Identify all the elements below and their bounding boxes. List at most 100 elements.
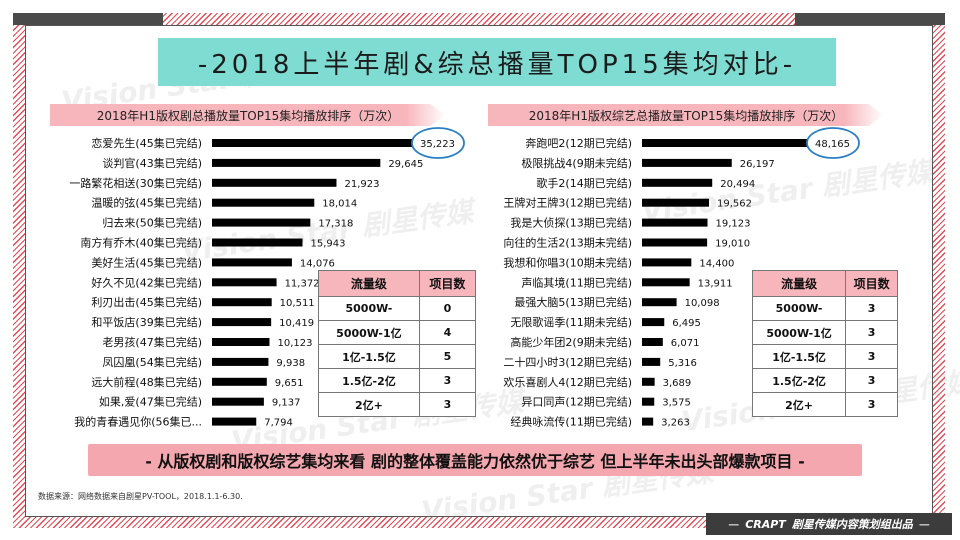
drama-value-label: 21,923 bbox=[344, 179, 379, 190]
drama-bar bbox=[212, 298, 272, 307]
variety-highlight-circle bbox=[806, 127, 860, 159]
footer-text: 剧星传媒内容策划组出品 bbox=[791, 518, 913, 531]
drama-value-label: 35,223 bbox=[420, 139, 455, 150]
variety-bar bbox=[642, 397, 655, 406]
drama-chart-header: 2018年H1版权剧总播放量TOP15集均播放排序（万次） bbox=[50, 104, 446, 126]
drama-bar bbox=[212, 218, 311, 227]
table-header-tier: 流量级 bbox=[751, 270, 847, 297]
drama-bar bbox=[212, 158, 381, 167]
drama-category-label: 南方有乔木(40集已完结) bbox=[80, 236, 202, 250]
drama-category-label: 美好生活(45集已完结) bbox=[91, 255, 202, 269]
drama-bar bbox=[212, 377, 267, 386]
table-row: 1亿-1.5亿 5 bbox=[318, 344, 477, 369]
variety-category-label: 我想和你唱3(10期未完结) bbox=[503, 255, 632, 269]
variety-bar bbox=[642, 139, 807, 147]
drama-category-label: 谈判官(43集已完结) bbox=[102, 156, 202, 170]
variety-tier-table: 流量级 项目数 5000W- 3 5000W-1亿 3 1亿-1.5亿 3 1.5亿-… bbox=[751, 270, 898, 417]
tier-cell: 5000W-1亿 bbox=[318, 320, 420, 345]
drama-value-label: 7,794 bbox=[264, 418, 293, 429]
tier-cell: 2亿+ bbox=[751, 392, 847, 417]
top-left-corner-bar bbox=[13, 13, 163, 25]
variety-category-label: 异口同声(12期已完结) bbox=[521, 395, 632, 409]
variety-bar bbox=[642, 198, 710, 207]
data-source-note: 数据来源：网络数据来自剧星PV-TOOL，2018.1.1-6.30. bbox=[38, 492, 243, 501]
drama-bar bbox=[212, 198, 315, 207]
tier-cell: 5000W- bbox=[751, 296, 847, 321]
drama-category-label: 归去来(50集已完结) bbox=[102, 216, 202, 230]
variety-bar bbox=[642, 238, 708, 247]
drama-bar bbox=[212, 338, 270, 346]
variety-bar bbox=[642, 298, 677, 307]
count-cell: 3 bbox=[845, 296, 898, 321]
drama-value-label: 14,076 bbox=[300, 258, 335, 269]
variety-category-label: 声临其境(11期已完结) bbox=[521, 275, 632, 289]
drama-category-label: 一路繁花相送(30集已完结) bbox=[69, 176, 202, 190]
footer-brand-bar: — CRAPT 剧星传媒内容策划组出品 — bbox=[706, 513, 952, 535]
drama-value-label: 9,938 bbox=[276, 358, 305, 369]
count-cell: 3 bbox=[845, 344, 898, 369]
variety-category-label: 二十四小时3(12期已完结) bbox=[503, 355, 632, 369]
conclusion-banner: - 从版权剧和版权综艺集均来看 剧的整体覆盖能力依然优于综艺 但上半年未出头部爆… bbox=[88, 444, 862, 476]
variety-value-label: 13,911 bbox=[698, 278, 733, 289]
table-header-count: 项目数 bbox=[418, 270, 477, 297]
drama-tier-table: 流量级 项目数 5000W- 0 5000W-1亿 4 1亿-1.5亿 5 1.5亿-… bbox=[318, 270, 477, 417]
drama-bar bbox=[212, 139, 412, 147]
variety-value-label: 3,575 bbox=[662, 398, 691, 409]
variety-bar bbox=[642, 218, 708, 227]
variety-category-label: 歌手2(14期已完结) bbox=[536, 176, 632, 190]
count-cell: 3 bbox=[418, 368, 477, 393]
table-row: 1亿-1.5亿 3 bbox=[751, 344, 898, 369]
drama-value-label: 29,645 bbox=[388, 159, 423, 170]
table-row: 5000W-1亿 4 bbox=[318, 320, 477, 345]
variety-category-label: 高能少年团2(9期未完结) bbox=[510, 335, 632, 349]
variety-category-label: 奔跑吧2(12期已完结) bbox=[525, 136, 632, 150]
variety-category-label: 无限歌谣季(11期未完结) bbox=[510, 315, 632, 329]
table-row: 1.5亿-2亿 3 bbox=[751, 368, 898, 393]
drama-bar bbox=[212, 278, 277, 287]
variety-bar bbox=[642, 377, 655, 386]
variety-value-label: 3,263 bbox=[661, 418, 690, 429]
count-cell: 0 bbox=[418, 296, 477, 321]
tier-cell: 1.5亿-2亿 bbox=[318, 368, 420, 393]
tier-cell: 5000W-1亿 bbox=[751, 320, 847, 345]
variety-value-label: 26,197 bbox=[740, 159, 775, 170]
variety-bar bbox=[642, 338, 663, 346]
variety-value-label: 14,400 bbox=[699, 258, 734, 269]
top-right-corner-bar bbox=[795, 13, 945, 25]
tier-cell: 1亿-1.5亿 bbox=[318, 344, 420, 369]
count-cell: 5 bbox=[418, 344, 477, 369]
drama-value-label: 11,372 bbox=[285, 278, 320, 289]
brand-logo: CRAPT bbox=[745, 517, 786, 531]
variety-value-label: 48,165 bbox=[815, 139, 850, 150]
variety-value-label: 5,316 bbox=[668, 358, 697, 369]
drama-value-label: 15,943 bbox=[311, 239, 346, 250]
drama-bar bbox=[212, 357, 269, 366]
variety-chart-header: 2018年H1版权综艺总播放量TOP15集均播放排序（万次） bbox=[488, 104, 884, 126]
count-cell: 3 bbox=[845, 392, 898, 417]
variety-bar bbox=[642, 178, 713, 187]
variety-category-label: 欢乐喜剧人4(12期已完结) bbox=[503, 375, 632, 389]
variety-category-label: 我是大侦探(13期已完结) bbox=[510, 216, 632, 230]
variety-value-label: 20,494 bbox=[720, 179, 755, 190]
drama-value-label: 10,123 bbox=[277, 338, 312, 349]
variety-value-label: 10,098 bbox=[685, 298, 720, 309]
drama-category-label: 远大前程(48集已完结) bbox=[91, 375, 202, 389]
drama-value-label: 9,137 bbox=[272, 398, 301, 409]
drama-bar bbox=[212, 397, 264, 406]
count-cell: 4 bbox=[418, 320, 477, 345]
drama-value-label: 17,318 bbox=[318, 219, 353, 230]
drama-value-label: 9,651 bbox=[275, 378, 304, 389]
count-cell: 3 bbox=[418, 392, 477, 417]
variety-bar bbox=[642, 278, 690, 287]
table-row: 2亿+ 3 bbox=[751, 392, 898, 417]
variety-category-label: 王牌对王牌3(12期已完结) bbox=[503, 196, 632, 210]
drama-category-label: 老男孩(47集已完结) bbox=[102, 335, 202, 349]
drama-highlight-circle bbox=[411, 127, 465, 159]
table-row: 5000W- 3 bbox=[751, 296, 898, 321]
drama-bar bbox=[212, 258, 292, 267]
tier-cell: 5000W- bbox=[318, 296, 420, 321]
variety-bar bbox=[642, 417, 654, 426]
variety-value-label: 6,495 bbox=[672, 318, 701, 329]
count-cell: 3 bbox=[845, 368, 898, 393]
